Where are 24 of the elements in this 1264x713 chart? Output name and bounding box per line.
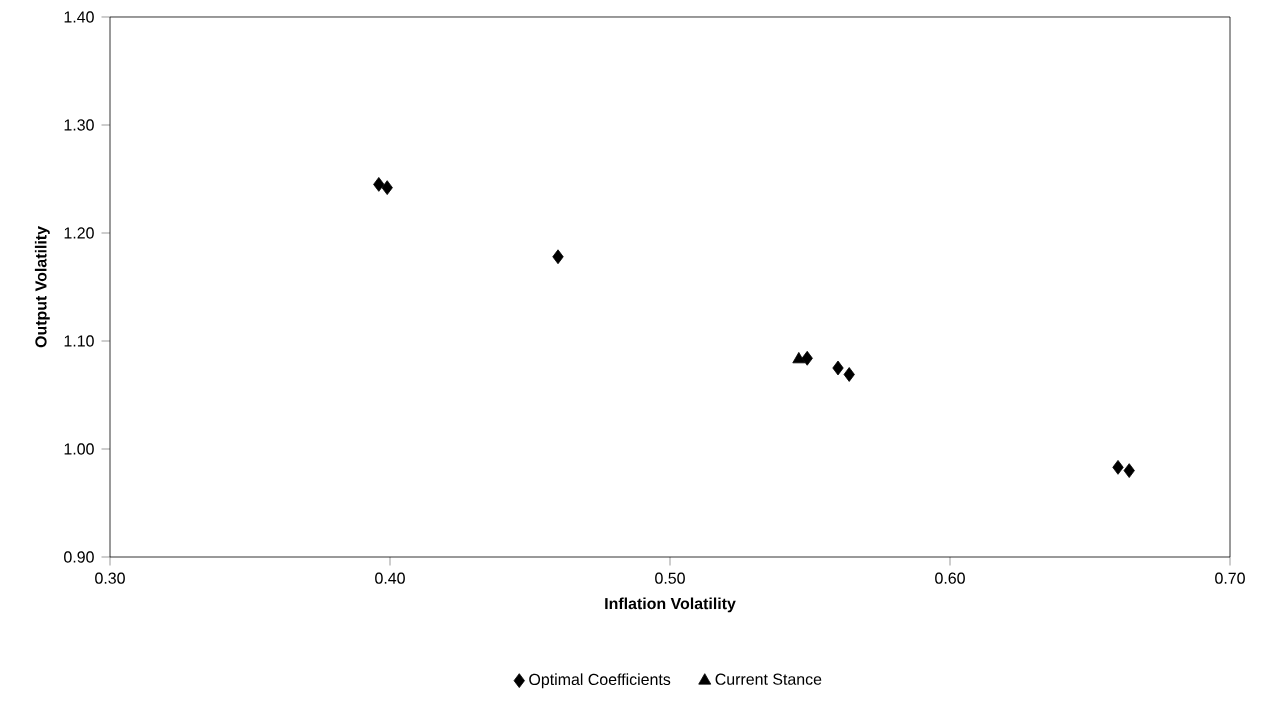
y-tick-label: 1.30	[64, 119, 94, 131]
point	[1123, 463, 1135, 478]
y-tick-label: 1.40	[64, 11, 94, 23]
x-tick-label: 0.70	[1215, 572, 1245, 584]
x-tick-label: 0.30	[95, 572, 125, 584]
legend-label: Current Stance	[715, 673, 822, 685]
x-tick-label: 0.40	[375, 572, 405, 584]
point	[373, 177, 385, 192]
point	[801, 350, 813, 366]
point	[792, 351, 806, 364]
point	[381, 180, 393, 196]
legend-label: Optimal Coefficients	[529, 673, 671, 689]
y-tick-label: 0.90	[64, 551, 94, 563]
x-tick-label: 0.50	[655, 572, 685, 584]
point	[1112, 459, 1124, 475]
point	[832, 360, 844, 376]
y-axis-title: Output Volatility	[34, 226, 50, 348]
y-tick-label: 1.10	[64, 335, 94, 347]
y-tick-label: 1.20	[64, 227, 94, 239]
x-tick-label: 0.60	[935, 572, 965, 584]
y-tick-label: 1.00	[64, 443, 94, 455]
point	[552, 249, 564, 265]
x-axis-title: Inflation Volatility	[605, 597, 736, 613]
point	[843, 367, 855, 382]
